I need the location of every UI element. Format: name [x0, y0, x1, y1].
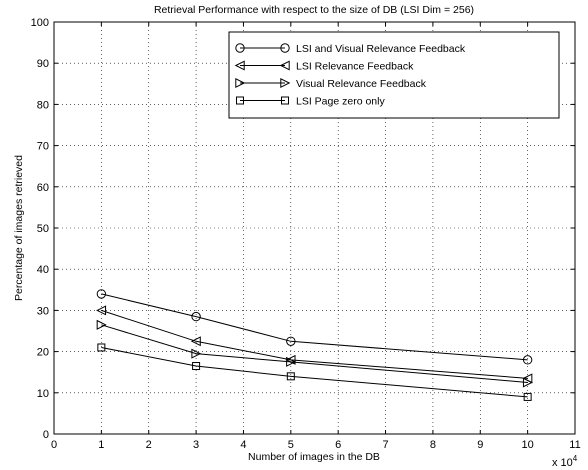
y-tick-label: 60 — [37, 182, 49, 194]
data-point-triangle-left — [96, 305, 107, 316]
data-point-triangle-right — [286, 356, 297, 367]
legend-label: LSI Relevance Feedback — [296, 61, 414, 73]
x-tick-label: 3 — [193, 439, 199, 451]
x-tick-label: 10 — [522, 439, 534, 451]
data-point-circle — [286, 336, 296, 346]
series-triangle-right — [96, 319, 533, 388]
y-tick-label: 20 — [37, 347, 49, 359]
x-axis-multiplier-base: x 10 — [552, 457, 573, 469]
data-point-square — [192, 362, 201, 371]
data-point-triangle-left — [190, 336, 201, 347]
legend-marker-square — [281, 96, 289, 105]
series-line — [101, 309, 528, 379]
x-tick-label: 8 — [430, 439, 436, 451]
y-tick-label: 0 — [43, 429, 49, 441]
legend-label: LSI Page zero only — [296, 96, 385, 108]
x-axis-label: Number of images in the DB — [248, 451, 380, 463]
legend-entry: LSI Relevance Feedback — [234, 60, 414, 73]
series-square — [97, 343, 532, 401]
data-point-triangle-right — [96, 319, 107, 330]
axis-ticks: 0 1 2 3 4 5 6 7 8 9 10 11 0 10 20 30 40 50 60 70 80 90 100 — [31, 17, 581, 451]
legend-entry: LSI Page zero only — [236, 96, 385, 108]
y-axis-label: Percentage of images retrieved — [13, 155, 25, 301]
legend-marker-circle — [235, 43, 245, 53]
data-point-triangle-right — [522, 377, 533, 388]
legend-items: LSI and Visual Relevance Feedback LSI Rel… — [234, 43, 466, 108]
legend-marker-triangle-right — [280, 77, 291, 89]
y-tick-label: 80 — [37, 99, 49, 111]
legend-marker-triangle-right — [235, 77, 246, 89]
y-tick-label: 70 — [37, 141, 49, 153]
data-point-square — [97, 343, 106, 352]
legend-label: Visual Relevance Feedback — [296, 78, 427, 90]
data-point-circle — [191, 311, 201, 322]
series-line — [101, 324, 528, 383]
x-tick-label: 6 — [335, 439, 341, 451]
x-tick-label: 1 — [98, 439, 104, 451]
series-triangle-left — [96, 305, 533, 384]
legend-marker-triangle-left — [234, 60, 245, 71]
series-circle — [96, 289, 533, 365]
x-tick-label: 4 — [240, 439, 246, 451]
data-point-triangle-right — [191, 348, 202, 359]
legend-entry: LSI and Visual Relevance Feedback — [235, 43, 466, 55]
legend-entry: Visual Relevance Feedback — [235, 77, 427, 90]
y-tick-label: 30 — [37, 305, 49, 317]
data-point-circle — [96, 289, 107, 299]
y-tick-label: 50 — [37, 223, 49, 235]
data-point-circle — [522, 355, 533, 365]
y-tick-label: 40 — [37, 264, 49, 276]
y-tick-label: 10 — [37, 388, 49, 400]
x-tick-label: 5 — [288, 439, 294, 451]
x-tick-label: 2 — [146, 439, 152, 451]
x-tick-label: 11 — [569, 439, 580, 451]
x-tick-label: 9 — [477, 439, 483, 451]
x-tick-label: 7 — [382, 439, 388, 451]
data-point-square — [286, 372, 295, 381]
x-tick-label: 0 — [51, 439, 57, 451]
plot-frame — [53, 21, 576, 435]
x-axis-multiplier: x 104 — [552, 454, 578, 469]
y-tick-label: 100 — [31, 17, 49, 29]
series-line — [101, 293, 528, 361]
y-tick-label: 90 — [37, 58, 49, 70]
chart-title: Retrieval Performance with respect to th… — [154, 4, 474, 16]
legend: LSI and Visual Relevance Feedback LSI Rel… — [228, 31, 560, 119]
legend-marker-square — [236, 96, 244, 105]
x-axis-multiplier-exponent: 4 — [573, 454, 578, 463]
series-line — [101, 346, 528, 398]
series-lines — [96, 289, 533, 401]
legend-marker-triangle-left — [279, 60, 290, 71]
legend-marker-circle — [280, 43, 290, 53]
data-point-square — [523, 392, 532, 401]
legend-label: LSI and Visual Relevance Feedback — [296, 43, 466, 55]
